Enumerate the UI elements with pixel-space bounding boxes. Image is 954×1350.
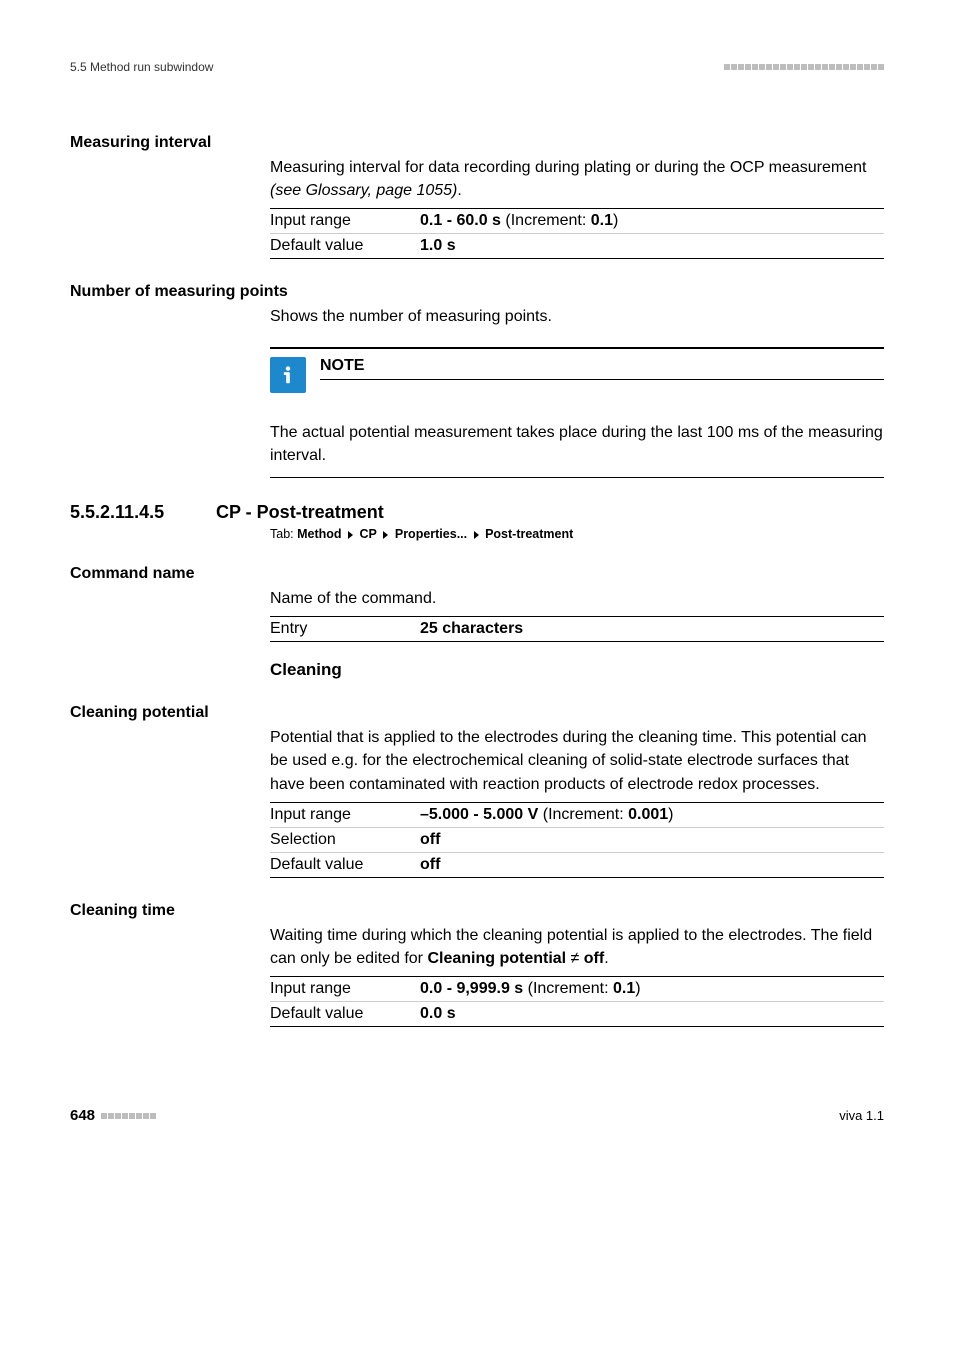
default-value: off	[420, 856, 884, 874]
tab-prefix: Tab:	[270, 527, 297, 541]
increment: 0.001	[628, 806, 668, 823]
value: 1.0 s	[420, 237, 456, 254]
range: 0.1 - 60.0 s	[420, 212, 501, 229]
num-points-label: Number of measuring points	[70, 283, 884, 301]
chevron-right-icon	[474, 531, 479, 539]
text: (Increment:	[538, 806, 628, 823]
range: 0.0 - 9,999.9 s	[420, 980, 523, 997]
text: )	[613, 212, 618, 229]
default-label: Default value	[270, 237, 420, 255]
table-row: Entry 25 characters	[270, 617, 884, 641]
cleaning-time-label: Cleaning time	[70, 902, 884, 920]
table-row: Default value 0.0 s	[270, 1001, 884, 1026]
text: (Increment:	[501, 212, 591, 229]
value: off	[420, 831, 440, 848]
value: 25 characters	[420, 620, 523, 637]
text: .	[457, 182, 461, 199]
value: 0.0 s	[420, 1005, 456, 1022]
note-body: The actual potential measurement takes p…	[270, 421, 884, 467]
cleaning-potential-desc: Potential that is applied to the electro…	[270, 726, 884, 796]
chevron-right-icon	[348, 531, 353, 539]
breadcrumb-part: Post-treatment	[485, 527, 573, 541]
header-section-path: 5.5 Method run subwindow	[70, 60, 213, 74]
footer-product: viva 1.1	[839, 1108, 884, 1123]
selection-label: Selection	[270, 831, 420, 849]
header-decor	[724, 64, 884, 70]
input-range-value: –5.000 - 5.000 V (Increment: 0.001)	[420, 806, 884, 824]
table-row: Default value off	[270, 852, 884, 877]
section-number: 5.5.2.11.4.5	[70, 502, 200, 523]
cleaning-heading: Cleaning	[270, 660, 884, 680]
text: )	[668, 806, 673, 823]
text: ≠	[566, 950, 584, 967]
text: )	[635, 980, 640, 997]
selection-value: off	[420, 831, 884, 849]
text: (Increment:	[523, 980, 613, 997]
entry-label: Entry	[270, 620, 420, 638]
cleaning-time-table: Input range 0.0 - 9,999.9 s (Increment: …	[270, 976, 884, 1027]
table-row: Input range 0.0 - 9,999.9 s (Increment: …	[270, 977, 884, 1001]
cleaning-potential-table: Input range –5.000 - 5.000 V (Increment:…	[270, 802, 884, 878]
table-row: Selection off	[270, 827, 884, 852]
input-range-value: 0.1 - 60.0 s (Increment: 0.1)	[420, 212, 884, 230]
cleaning-time-desc: Waiting time during which the cleaning p…	[270, 924, 884, 970]
default-value: 1.0 s	[420, 237, 884, 255]
measuring-interval-table: Input range 0.1 - 60.0 s (Increment: 0.1…	[270, 208, 884, 259]
command-name-desc: Name of the command.	[270, 587, 884, 610]
input-range-value: 0.0 - 9,999.9 s (Increment: 0.1)	[420, 980, 884, 998]
chevron-right-icon	[383, 531, 388, 539]
text: .	[604, 950, 608, 967]
command-name-table: Entry 25 characters	[270, 616, 884, 642]
footer-decor	[101, 1113, 156, 1119]
field-ref: Cleaning potential	[427, 950, 566, 967]
input-range-label: Input range	[270, 212, 420, 230]
default-label: Default value	[270, 1005, 420, 1023]
table-row: Input range 0.1 - 60.0 s (Increment: 0.1…	[270, 209, 884, 233]
range: –5.000 - 5.000 V	[420, 806, 538, 823]
note-box: NOTE The actual potential measurement ta…	[270, 347, 884, 478]
page-footer: 648 viva 1.1	[70, 1107, 884, 1124]
text: Measuring interval for data recording du…	[270, 159, 866, 176]
num-points-desc: Shows the number of measuring points.	[270, 305, 884, 328]
measuring-interval-label: Measuring interval	[70, 134, 884, 152]
default-value: 0.0 s	[420, 1005, 884, 1023]
page-number: 648	[70, 1107, 95, 1124]
breadcrumb-part: CP	[360, 527, 377, 541]
default-label: Default value	[270, 856, 420, 874]
cleaning-potential-label: Cleaning potential	[70, 704, 884, 722]
entry-value: 25 characters	[420, 620, 884, 638]
page-header: 5.5 Method run subwindow	[70, 60, 884, 74]
input-range-label: Input range	[270, 980, 420, 998]
info-icon	[270, 357, 306, 393]
section-title: CP - Post-treatment	[216, 502, 384, 523]
command-name-label: Command name	[70, 565, 884, 583]
breadcrumb-part: Properties...	[395, 527, 467, 541]
measuring-interval-desc: Measuring interval for data recording du…	[270, 156, 884, 202]
glossary-ref: (see Glossary, page 1055)	[270, 182, 457, 199]
value: off	[420, 856, 440, 873]
table-row: Default value 1.0 s	[270, 233, 884, 258]
input-range-label: Input range	[270, 806, 420, 824]
note-title: NOTE	[320, 357, 884, 380]
increment: 0.1	[591, 212, 613, 229]
tab-breadcrumb: Tab: Method CP Properties... Post-treatm…	[270, 527, 884, 541]
increment: 0.1	[613, 980, 635, 997]
section-heading: 5.5.2.11.4.5 CP - Post-treatment	[70, 502, 884, 523]
value-ref: off	[584, 950, 604, 967]
breadcrumb-part: Method	[297, 527, 341, 541]
table-row: Input range –5.000 - 5.000 V (Increment:…	[270, 803, 884, 827]
